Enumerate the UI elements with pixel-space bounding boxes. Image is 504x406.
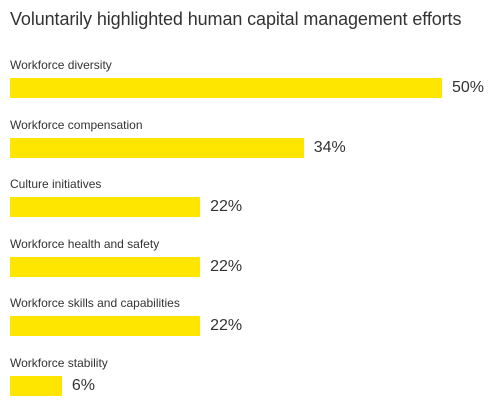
category-label: Culture initiatives	[10, 177, 102, 191]
category-label: Workforce diversity	[10, 58, 112, 72]
value-label: 22%	[210, 257, 243, 275]
value-label: 50%	[452, 79, 485, 96]
value-label: 22%	[210, 198, 243, 215]
category-label: Workforce compensation	[10, 117, 143, 132]
category-label: Workforce health and safety	[10, 236, 160, 251]
bar	[10, 78, 442, 98]
value-label: 22%	[210, 317, 243, 334]
value-label: 6%	[71, 376, 95, 394]
category-label: Workforce stability	[10, 355, 108, 370]
bar	[10, 256, 201, 277]
category-label: Workforce skills and capabilities	[10, 296, 180, 310]
bar	[10, 375, 62, 396]
bar	[10, 316, 201, 336]
bar	[10, 137, 304, 158]
value-label: 34%	[313, 138, 346, 156]
bar	[10, 197, 201, 217]
chart-title: Voluntarily highlighted human capital ma…	[10, 9, 462, 29]
